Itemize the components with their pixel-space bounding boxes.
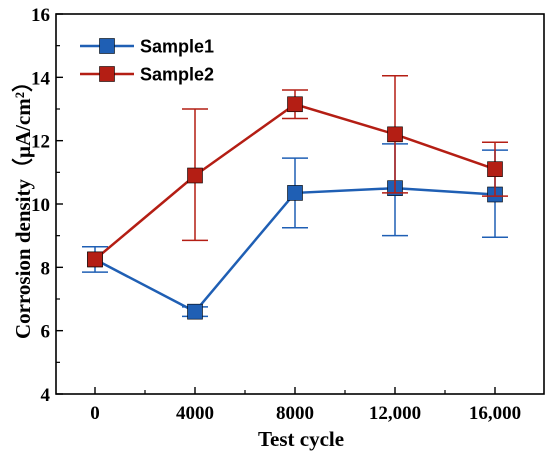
legend-item-sample2: Sample2: [80, 65, 214, 85]
y-tick-label: 6: [41, 322, 51, 343]
x-tick-label: 12,000: [369, 403, 421, 424]
x-axis-title: Test cycle: [258, 427, 344, 451]
x-tick-label: 4000: [176, 403, 214, 424]
data-point: [287, 96, 303, 113]
legend-item-sample1: Sample1: [80, 37, 214, 57]
data-point: [387, 126, 403, 143]
series-sample2: [87, 75, 508, 268]
data-point: [187, 167, 203, 184]
x-tick-label: 8000: [276, 403, 314, 424]
y-tick-label: 14: [31, 68, 51, 89]
data-point: [287, 185, 303, 201]
y-axis-title: Corrosion density（μA/cm²）: [11, 71, 35, 339]
axes: 4 6 8 10 12 14 16 0 4000 8000 12,000 16,000: [31, 5, 545, 424]
data-point: [87, 251, 103, 268]
plot-frame: [55, 13, 545, 395]
data-point: [487, 161, 503, 177]
series-sample1: [82, 143, 508, 320]
legend-marker: [99, 38, 115, 54]
legend-label: Sample2: [140, 65, 214, 85]
legend-label: Sample1: [140, 37, 214, 57]
y-tick-label: 4: [41, 385, 51, 406]
legend-marker: [99, 66, 115, 82]
data-point: [187, 303, 203, 320]
y-tick-label: 16: [31, 5, 50, 26]
y-tick-label: 10: [31, 195, 50, 216]
x-tick-label: 0: [90, 403, 100, 424]
y-tick-label: 12: [31, 132, 50, 153]
x-tick-label: 16,000: [469, 403, 521, 424]
series-layer: [82, 75, 508, 320]
y-tick-label: 8: [41, 258, 51, 279]
legend: Sample1 Sample2: [80, 37, 214, 85]
